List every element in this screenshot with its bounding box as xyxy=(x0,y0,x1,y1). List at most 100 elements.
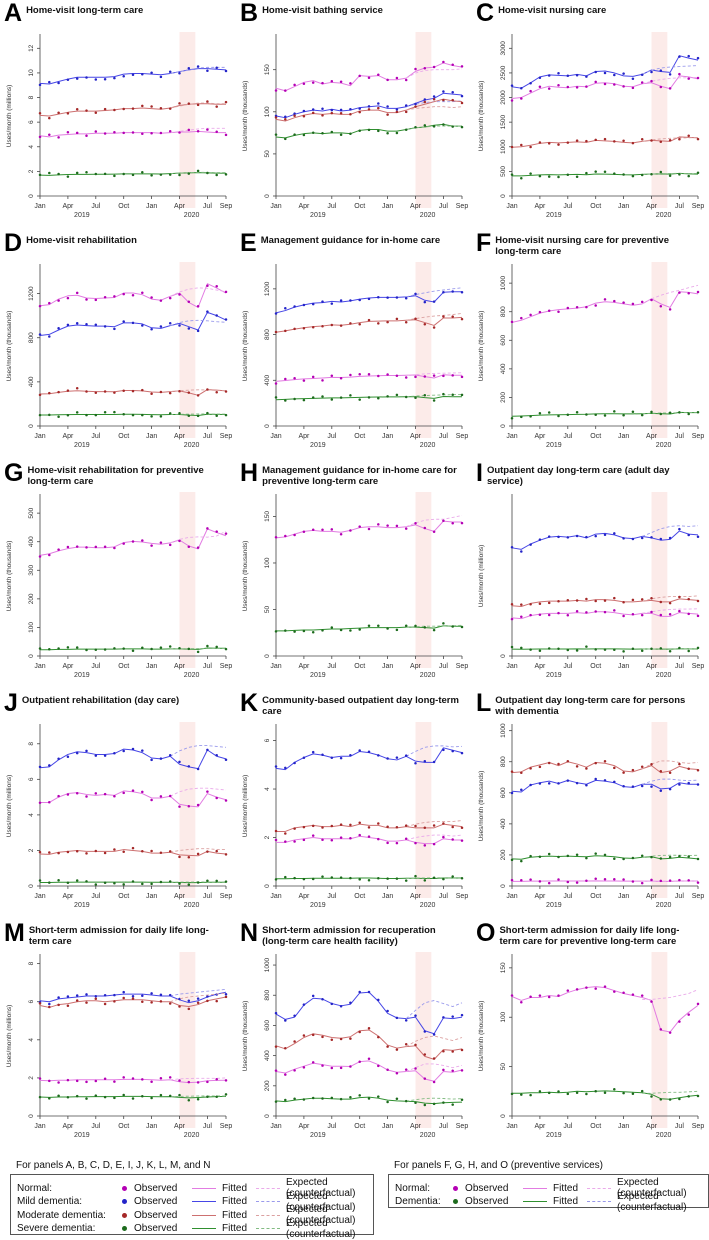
svg-text:Jan: Jan xyxy=(618,893,629,900)
svg-text:Jul: Jul xyxy=(203,893,212,900)
svg-text:2020: 2020 xyxy=(184,902,200,909)
legend-left-caption: For panels A, B, C, D, E, I, J, K, L, M,… xyxy=(16,1160,211,1171)
panel-f: F Home-visit nursing care for preventive … xyxy=(472,230,708,460)
svg-text:300: 300 xyxy=(28,564,35,575)
panel-letter: M xyxy=(4,919,25,947)
svg-text:Jan: Jan xyxy=(270,663,281,670)
svg-text:Oct: Oct xyxy=(590,1123,601,1130)
legend-row-normal: Normal: Observed Fitted Expected (counterfa… xyxy=(17,1177,356,1199)
svg-text:Oct: Oct xyxy=(354,203,365,210)
svg-text:Jan: Jan xyxy=(146,1123,157,1130)
svg-text:Oct: Oct xyxy=(354,433,365,440)
panel-c: C Home-visit nursing care 0 500 1000 1500 2000… xyxy=(472,0,708,230)
svg-text:Apr: Apr xyxy=(62,1123,74,1130)
svg-text:Jul: Jul xyxy=(91,433,100,440)
svg-text:Apr: Apr xyxy=(174,203,186,210)
svg-text:Apr: Apr xyxy=(534,663,546,670)
svg-text:400: 400 xyxy=(264,374,271,385)
svg-text:Apr: Apr xyxy=(534,893,546,900)
observed-dot-swatch xyxy=(122,1185,127,1191)
svg-text:800: 800 xyxy=(28,332,35,343)
svg-text:50: 50 xyxy=(264,150,271,158)
expected-line-swatch xyxy=(256,1201,280,1202)
svg-text:0: 0 xyxy=(500,654,507,658)
svg-text:4: 4 xyxy=(28,145,35,149)
panel-letter: K xyxy=(240,689,259,717)
svg-text:Uses/month (thousands): Uses/month (thousands) xyxy=(242,311,249,382)
svg-text:Jul: Jul xyxy=(563,433,572,440)
svg-text:0: 0 xyxy=(500,884,507,888)
svg-text:100: 100 xyxy=(264,106,271,117)
svg-text:Jul: Jul xyxy=(327,893,336,900)
legend-row-dementia: Dementia: Observed Fitted Expected (counter… xyxy=(395,1190,687,1213)
svg-text:0: 0 xyxy=(264,654,271,658)
svg-text:Oct: Oct xyxy=(118,203,129,210)
svg-text:Jul: Jul xyxy=(439,433,448,440)
legend-row-moderate: Moderate dementia: Observed Fitted Expected… xyxy=(17,1204,356,1226)
svg-text:50: 50 xyxy=(264,605,271,613)
svg-text:2020: 2020 xyxy=(420,902,436,909)
panel-b: B Home-visit bathing service 0 50 100 150 Jan A… xyxy=(236,0,472,230)
svg-text:0: 0 xyxy=(500,424,507,428)
panel-letter: A xyxy=(4,0,23,27)
svg-text:Apr: Apr xyxy=(298,433,310,440)
panel-letter: B xyxy=(240,0,259,27)
svg-text:2019: 2019 xyxy=(546,442,562,449)
panel-e: E Management guidance for in-home care 0 40… xyxy=(236,230,472,460)
fitted-line-swatch xyxy=(523,1187,548,1189)
panel-title: Short-term admission for daily life long… xyxy=(499,925,680,947)
svg-text:400: 400 xyxy=(500,363,507,374)
line-chart: 0 50 100 150 Jan Apr Jul Oct Jan Apr Jul Sep 2019 202… xyxy=(478,952,704,1139)
svg-text:3000: 3000 xyxy=(500,41,507,56)
svg-text:Jan: Jan xyxy=(146,433,157,440)
svg-text:2020: 2020 xyxy=(420,672,436,679)
svg-text:0: 0 xyxy=(28,654,35,658)
svg-text:2: 2 xyxy=(28,1076,35,1080)
svg-text:2019: 2019 xyxy=(546,902,562,909)
panel-letter: G xyxy=(4,459,24,487)
svg-text:800: 800 xyxy=(500,306,507,317)
svg-text:Jul: Jul xyxy=(203,1123,212,1130)
svg-text:Jan: Jan xyxy=(146,203,157,210)
svg-text:Jul: Jul xyxy=(439,663,448,670)
svg-text:Jan: Jan xyxy=(382,1123,393,1130)
svg-text:2: 2 xyxy=(28,169,35,173)
line-chart: 0 50 100 150 Jan Apr Jul Oct Jan Apr Jul Sep 2019 202… xyxy=(242,492,468,679)
svg-text:Sep: Sep xyxy=(456,1123,468,1130)
svg-text:0: 0 xyxy=(264,884,271,888)
panel-letter: J xyxy=(4,689,18,717)
svg-text:Apr: Apr xyxy=(410,663,422,670)
line-chart: 0 200 400 600 800 1000 Jan Apr Jul Oct Jan Apr Jul Se… xyxy=(478,722,704,909)
svg-text:Jan: Jan xyxy=(146,893,157,900)
panel-l: L Outpatient day long-term care for perso… xyxy=(472,690,708,920)
legend-left-box: Normal: Observed Fitted Expected (counterfa… xyxy=(10,1174,375,1240)
svg-text:Jan: Jan xyxy=(506,893,517,900)
svg-text:200: 200 xyxy=(500,392,507,403)
svg-text:Jan: Jan xyxy=(34,203,45,210)
svg-text:0: 0 xyxy=(500,1114,507,1118)
svg-text:2019: 2019 xyxy=(74,212,90,219)
observed-dot-swatch xyxy=(453,1199,459,1204)
svg-text:Jan: Jan xyxy=(382,663,393,670)
svg-text:4: 4 xyxy=(28,813,35,817)
svg-text:Jan: Jan xyxy=(34,663,45,670)
panel-title: Outpatient rehabilitation (day care) xyxy=(21,695,180,706)
svg-text:Jan: Jan xyxy=(382,433,393,440)
svg-text:2020: 2020 xyxy=(656,902,672,909)
svg-text:2020: 2020 xyxy=(184,1132,200,1139)
svg-text:Sep: Sep xyxy=(692,893,704,900)
svg-text:Apr: Apr xyxy=(62,433,74,440)
expected-line-swatch xyxy=(256,1187,280,1189)
svg-text:Jul: Jul xyxy=(91,1123,100,1130)
observed-dot-swatch xyxy=(122,1199,127,1204)
panel-title: Community-based outpatient day long-term… xyxy=(262,695,459,717)
svg-text:Jan: Jan xyxy=(506,203,517,210)
svg-text:Uses/month (millions): Uses/month (millions) xyxy=(242,775,249,838)
fitted-line-swatch xyxy=(523,1201,548,1202)
panel-title: Home-visit bathing service xyxy=(262,5,383,16)
svg-text:Oct: Oct xyxy=(354,893,365,900)
svg-text:1000: 1000 xyxy=(500,723,507,738)
svg-text:Apr: Apr xyxy=(174,893,186,900)
svg-text:500: 500 xyxy=(28,507,35,518)
svg-text:2020: 2020 xyxy=(184,212,200,219)
